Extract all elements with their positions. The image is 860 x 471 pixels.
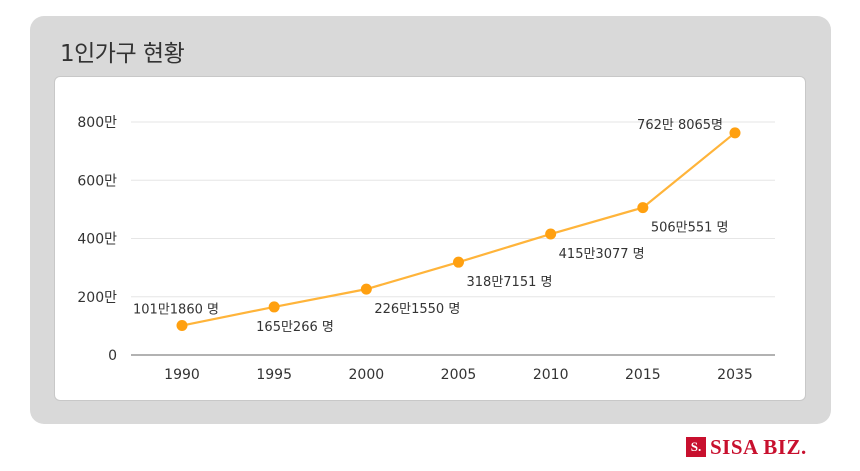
y-tick-label: 0 [108, 348, 117, 364]
data-label: 415만3077 명 [559, 247, 645, 262]
data-label: 101만1860 명 [133, 303, 219, 318]
data-point [729, 127, 741, 139]
brand-mark-icon: S. [686, 437, 706, 457]
data-point [545, 228, 557, 240]
brand-name: SISA BIZ. [710, 434, 807, 459]
data-point [268, 301, 280, 313]
data-point [176, 320, 188, 332]
x-tick-label: 2015 [625, 367, 661, 383]
y-tick-label: 600만 [77, 173, 117, 189]
data-label: 318만7151 명 [467, 275, 553, 290]
x-tick-label: 1990 [164, 367, 200, 383]
line-chart: 0 200만 400만 600만 800만 1990 1995 2000 2005 2010 201… [77, 115, 775, 383]
data-label: 506만551 명 [651, 221, 729, 236]
x-tick-label: 2000 [349, 367, 385, 383]
x-tick-label: 2005 [441, 367, 477, 383]
data-point [637, 202, 649, 214]
plot-area: 0 200만 400만 600만 800만 1990 1995 2000 2005 2010 201… [54, 76, 806, 401]
y-tick-label: 200만 [77, 290, 117, 306]
x-tick-label: 1995 [256, 367, 292, 383]
data-label: 226만1550 명 [374, 302, 460, 317]
data-point [453, 256, 464, 268]
x-tick-label: 2035 [717, 367, 753, 383]
chart-title: 1인가구 현황 [60, 41, 185, 67]
x-tick-label: 2010 [533, 367, 569, 383]
y-tick-label: 800만 [77, 115, 117, 131]
chart-card: 1인가구 현황 0 200만 400만 600만 800만 1990 1995 2000 200… [30, 16, 831, 424]
data-point [360, 283, 372, 295]
data-label: 165만266 명 [256, 320, 334, 335]
data-label: 762만 8065명 [637, 118, 723, 133]
brand-logo: S. SISA BIZ. [686, 432, 807, 462]
y-tick-label: 400만 [77, 232, 117, 248]
